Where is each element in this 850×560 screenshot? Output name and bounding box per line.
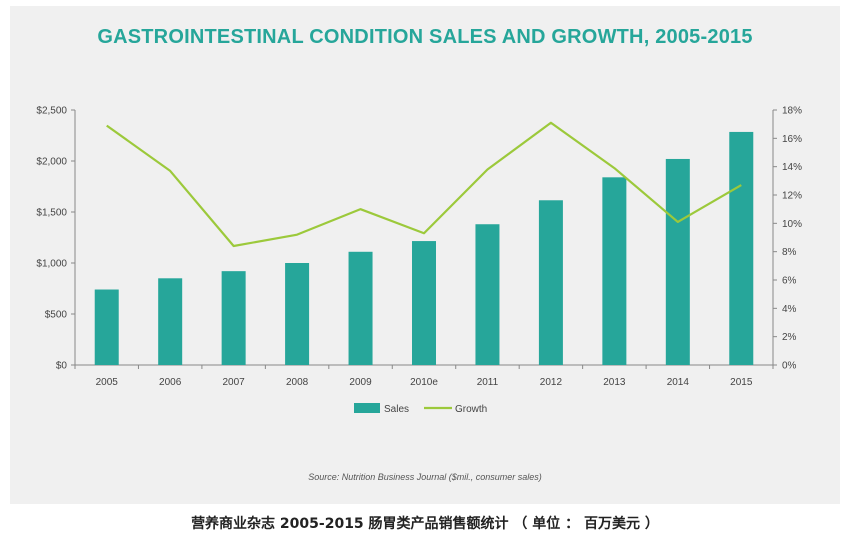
sales-bar bbox=[348, 251, 373, 365]
x-tick-label: 2014 bbox=[667, 377, 690, 388]
y-right-tick-labels: 0% 2% 4% 6% 8% 10% 12% 14% 16% 18% bbox=[782, 106, 802, 372]
y-left-tick-label: $1,000 bbox=[36, 259, 67, 270]
y-left-tick-label: $500 bbox=[45, 310, 68, 321]
y-right-tick-label: 6% bbox=[782, 276, 797, 287]
x-tick-label: 2006 bbox=[159, 377, 182, 388]
sales-bar bbox=[412, 241, 436, 365]
x-tick-label: 2013 bbox=[603, 377, 626, 388]
y-right-tick-label: 4% bbox=[782, 304, 797, 315]
x-tick-label: 2012 bbox=[540, 377, 563, 388]
bars-series bbox=[94, 131, 754, 365]
x-tick-label: 2015 bbox=[730, 377, 753, 388]
sales-bar bbox=[602, 177, 627, 365]
sales-bar bbox=[285, 263, 310, 365]
legend-swatch-sales bbox=[354, 403, 380, 413]
y-right-tick-label: 18% bbox=[782, 106, 802, 117]
source-note: Source: Nutrition Business Journal ($mil… bbox=[308, 472, 542, 482]
x-tick-label: 2005 bbox=[96, 377, 119, 388]
caption: 营养商业杂志 2005-2015 肠胃类产品销售额统计 （ 单位 ： 百万美元 … bbox=[191, 516, 659, 532]
y-left-tick-label: $0 bbox=[56, 361, 68, 372]
growth-series bbox=[106, 121, 742, 248]
x-tick-label: 2009 bbox=[349, 377, 372, 388]
legend: Sales Growth bbox=[354, 403, 487, 415]
y-left-tick-label: $2,000 bbox=[36, 157, 67, 168]
sales-bar bbox=[665, 158, 690, 365]
sales-bar bbox=[221, 271, 246, 365]
legend-label-sales: Sales bbox=[384, 404, 409, 415]
y-right-tick-label: 0% bbox=[782, 361, 797, 372]
sales-bar bbox=[729, 131, 754, 365]
y-right-tick-label: 10% bbox=[782, 219, 802, 230]
x-tick-label: 2010e bbox=[410, 377, 438, 388]
legend-label-growth: Growth bbox=[455, 404, 487, 415]
growth-line bbox=[106, 121, 742, 248]
x-tick-labels: 2005 2006 2007 2008 2009 2010e 2011 2012 2013 201… bbox=[96, 377, 753, 388]
y-left-tick-labels: $0 $500 $1,000 $1,500 $2,000 $2,500 bbox=[36, 106, 67, 372]
x-tick-label: 2008 bbox=[286, 377, 309, 388]
y-right-tick-label: 14% bbox=[782, 162, 802, 173]
y-left-tick-label: $2,500 bbox=[36, 106, 67, 117]
chart-title: GASTROINTESTINAL CONDITION SALES AND GRO… bbox=[97, 26, 753, 48]
x-tick-label: 2007 bbox=[223, 377, 246, 388]
sales-bar bbox=[538, 200, 563, 365]
sales-bar bbox=[158, 278, 183, 365]
y-right-tick-label: 12% bbox=[782, 191, 802, 202]
x-tick-label: 2011 bbox=[477, 377, 499, 388]
sales-bar bbox=[94, 289, 119, 365]
y-right-tick-label: 8% bbox=[782, 247, 797, 258]
sales-bar bbox=[475, 224, 500, 365]
y-left-tick-label: $1,500 bbox=[36, 208, 67, 219]
y-right-tick-label: 16% bbox=[782, 134, 802, 145]
y-right-tick-label: 2% bbox=[782, 332, 797, 343]
